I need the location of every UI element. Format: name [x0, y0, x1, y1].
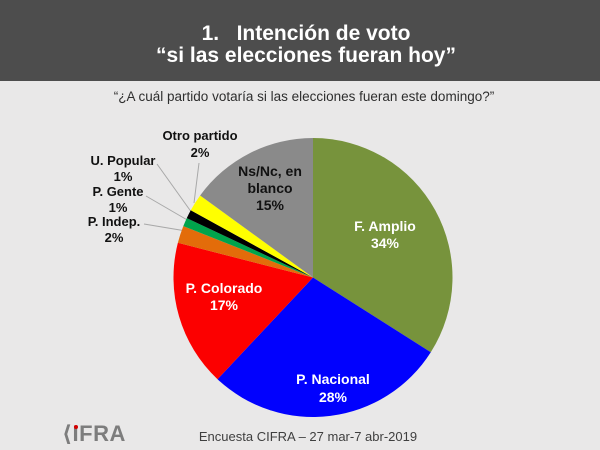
slide-title-line1: 1. Intención de voto: [201, 22, 411, 45]
slice-name: P. Colorado: [185, 280, 263, 296]
slide-title-line2: “si las elecciones fueran hoy”: [156, 44, 456, 67]
slice-pct: 2%: [104, 230, 124, 245]
slice-pct: 2%: [190, 145, 210, 160]
slice-name: F. Amplio: [354, 218, 416, 234]
slice-name: Ns/Nc, en blanco: [238, 163, 302, 196]
slice-label-f-amplio: F. Amplio 34%: [335, 218, 435, 252]
survey-question: “¿A cuál partido votaría si las eleccion…: [113, 89, 495, 104]
pie-slice-u-popular: [186, 210, 313, 278]
slice-label-p-gente: P. Gente 1%: [68, 184, 168, 216]
leader-lines: [143, 162, 200, 232]
leader-line-p-indep: [143, 223, 187, 232]
slice-label-p-nacional: P. Nacional 28%: [283, 370, 383, 406]
cifra-logo: ⟨IFRA: [62, 423, 126, 447]
pie-slice-ns-nc-en-blanco: [200, 138, 313, 278]
slice-label-otro-partido: Otro partido 2%: [145, 127, 255, 161]
slice-label-p-indep: P. Indep. 2%: [64, 214, 164, 246]
slice-name: P. Gente: [92, 184, 144, 199]
slice-pct: 15%: [255, 197, 285, 213]
title-banner: 1. Intención de voto “si las elecciones …: [0, 0, 600, 81]
slice-pct: 28%: [318, 389, 348, 405]
slice-label-p-colorado: P. Colorado 17%: [174, 280, 274, 314]
cifra-logo-text: ⟨IFRA: [62, 421, 126, 446]
survey-caption: Encuesta CIFRA – 27 mar-7 abr-2019: [198, 429, 418, 444]
slice-name: P. Nacional: [296, 371, 370, 387]
pie-slice-p-indep-: [177, 226, 313, 278]
pie-slice-f-amplio: [313, 138, 453, 353]
cifra-logo-dot-icon: [74, 425, 78, 429]
slice-pct: 34%: [370, 235, 400, 251]
slice-label-u-popular: U. Popular 1%: [73, 153, 173, 185]
leader-line-u-popular: [156, 163, 193, 214]
pie-slice-p-colorado: [173, 242, 313, 380]
pie-slice-p-gente: [183, 218, 313, 278]
pie-slices: [173, 138, 453, 417]
leader-line-otro-partido: [193, 162, 200, 204]
slice-pct: 1%: [113, 169, 133, 184]
pie-slice-otro-partido: [190, 195, 313, 278]
slice-name: Otro partido: [162, 128, 238, 143]
leader-line-p-gente: [145, 195, 190, 222]
slice-pct: 17%: [209, 297, 239, 313]
slice-name: U. Popular: [90, 153, 156, 168]
slice-label-ns-nc: Ns/Nc, en blanco 15%: [230, 163, 310, 214]
pie-slice-p-nacional: [217, 277, 431, 417]
slice-pct: 1%: [108, 200, 128, 215]
slice-name: P. Indep.: [87, 214, 141, 229]
